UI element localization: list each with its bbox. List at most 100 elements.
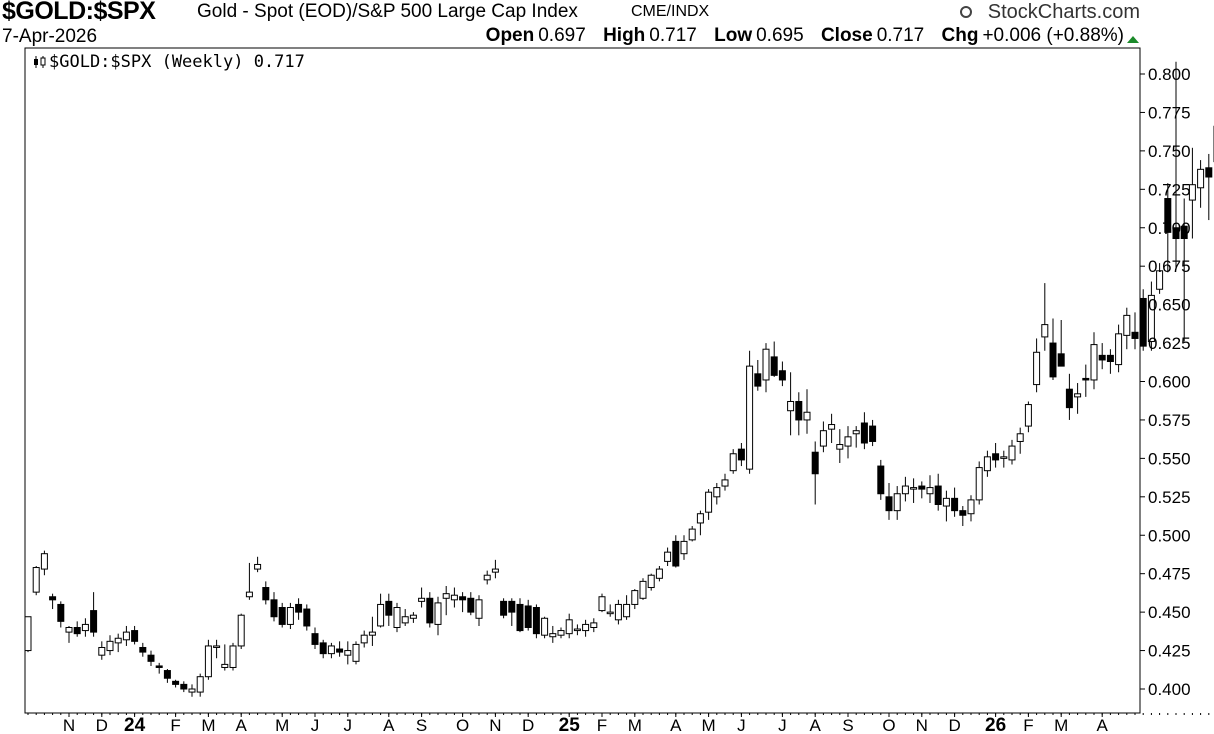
candle bbox=[459, 592, 467, 613]
candle-body-down bbox=[1139, 297, 1147, 347]
y-tick-label: 0.400 bbox=[1148, 680, 1191, 699]
candle bbox=[819, 421, 827, 453]
candle-body-up bbox=[1156, 270, 1164, 290]
candle bbox=[295, 598, 303, 620]
candle bbox=[598, 593, 606, 613]
candle-body-down bbox=[1131, 331, 1139, 339]
y-tick-label: 0.525 bbox=[1148, 488, 1191, 507]
x-tick-label: N bbox=[489, 716, 501, 734]
candle-body-up bbox=[352, 643, 360, 662]
low-value: 0.695 bbox=[756, 25, 804, 46]
x-tick-label: F bbox=[597, 716, 607, 734]
candle-body-up bbox=[1188, 184, 1196, 201]
close-label: Close bbox=[820, 25, 873, 46]
candle bbox=[787, 372, 795, 436]
candle-body-down bbox=[262, 587, 270, 601]
candle-body-up bbox=[393, 607, 401, 629]
candle bbox=[122, 625, 130, 646]
candle bbox=[1041, 283, 1049, 351]
candle-body-up bbox=[188, 688, 196, 693]
candle-body-up bbox=[713, 487, 721, 498]
candle-body-up bbox=[81, 623, 89, 632]
candle-body-down bbox=[1106, 354, 1114, 363]
candle-body-up bbox=[483, 574, 491, 581]
candle-body-up bbox=[721, 479, 729, 487]
candle-body-down bbox=[532, 607, 540, 635]
candle-body-up bbox=[1197, 168, 1205, 189]
candle-body-up bbox=[40, 553, 48, 570]
candle bbox=[1065, 373, 1073, 420]
x-tick-label: M bbox=[628, 716, 642, 734]
candle-body-down bbox=[672, 540, 680, 567]
candle-body-up bbox=[106, 640, 114, 652]
candle-body-up bbox=[565, 619, 573, 635]
candle bbox=[713, 482, 721, 505]
candle-body-down bbox=[885, 496, 893, 512]
candle-body-up bbox=[122, 631, 130, 641]
candle bbox=[983, 450, 991, 477]
candle bbox=[385, 593, 393, 626]
x-tick-label: J bbox=[778, 716, 787, 734]
candle-body-up bbox=[606, 611, 614, 615]
candle bbox=[1090, 332, 1098, 390]
candle-body-up bbox=[1033, 351, 1041, 386]
candle-body-down bbox=[754, 373, 762, 387]
candle-body-up bbox=[582, 623, 590, 632]
candle bbox=[795, 392, 803, 436]
candle bbox=[803, 389, 811, 434]
candle-body-down bbox=[1164, 198, 1172, 233]
candle bbox=[1098, 343, 1106, 370]
candle-body-down bbox=[508, 600, 516, 613]
brand-link[interactable]: StockCharts.com bbox=[987, 1, 1140, 23]
chart-symbol: $GOLD:$SPX bbox=[2, 0, 156, 25]
candle bbox=[951, 487, 959, 517]
candle bbox=[163, 669, 171, 683]
candle-body-up bbox=[844, 436, 852, 447]
candle bbox=[573, 624, 581, 636]
candle-body-up bbox=[614, 603, 622, 621]
candle-body-up bbox=[1008, 445, 1016, 461]
candle-body-up bbox=[762, 348, 770, 381]
candle bbox=[286, 602, 294, 630]
candle-body-up bbox=[926, 487, 934, 495]
candle-body-up bbox=[286, 607, 294, 625]
candle bbox=[196, 673, 204, 697]
x-tick-label: N bbox=[916, 716, 928, 734]
candle bbox=[1106, 349, 1114, 374]
candle bbox=[860, 412, 868, 450]
candle bbox=[73, 621, 81, 637]
x-tick-label: J bbox=[311, 716, 320, 734]
candle bbox=[508, 598, 516, 626]
candle bbox=[590, 618, 598, 633]
candle bbox=[278, 602, 286, 628]
candle bbox=[344, 641, 352, 665]
candle bbox=[992, 443, 1000, 468]
candle-body-down bbox=[1065, 388, 1073, 409]
candle bbox=[188, 684, 196, 697]
candle-body-up bbox=[221, 663, 229, 668]
candle bbox=[254, 556, 262, 573]
candle bbox=[336, 641, 344, 657]
x-tick-label: 26 bbox=[985, 715, 1006, 734]
y-tick-label: 0.575 bbox=[1148, 411, 1191, 430]
candle bbox=[565, 613, 573, 639]
y-tick-label: 0.425 bbox=[1148, 642, 1191, 661]
quote-date: 7-Apr-2026 bbox=[2, 26, 98, 47]
y-tick-label: 0.700 bbox=[1148, 219, 1191, 238]
x-tick-label: M bbox=[1054, 716, 1068, 734]
y-tick-label: 0.775 bbox=[1148, 103, 1191, 122]
candle-body-down bbox=[1057, 353, 1065, 367]
candle-body-down bbox=[795, 400, 803, 421]
candle bbox=[516, 598, 524, 633]
candle-body-down bbox=[778, 370, 786, 381]
candle bbox=[467, 592, 475, 616]
candle bbox=[237, 613, 245, 650]
candle bbox=[40, 550, 48, 576]
candle-body-up bbox=[434, 602, 442, 625]
candle-body-down bbox=[770, 356, 778, 376]
candle-body-up bbox=[254, 563, 262, 570]
candle bbox=[245, 562, 253, 600]
candle-body-up bbox=[549, 633, 557, 638]
candle bbox=[360, 630, 368, 648]
